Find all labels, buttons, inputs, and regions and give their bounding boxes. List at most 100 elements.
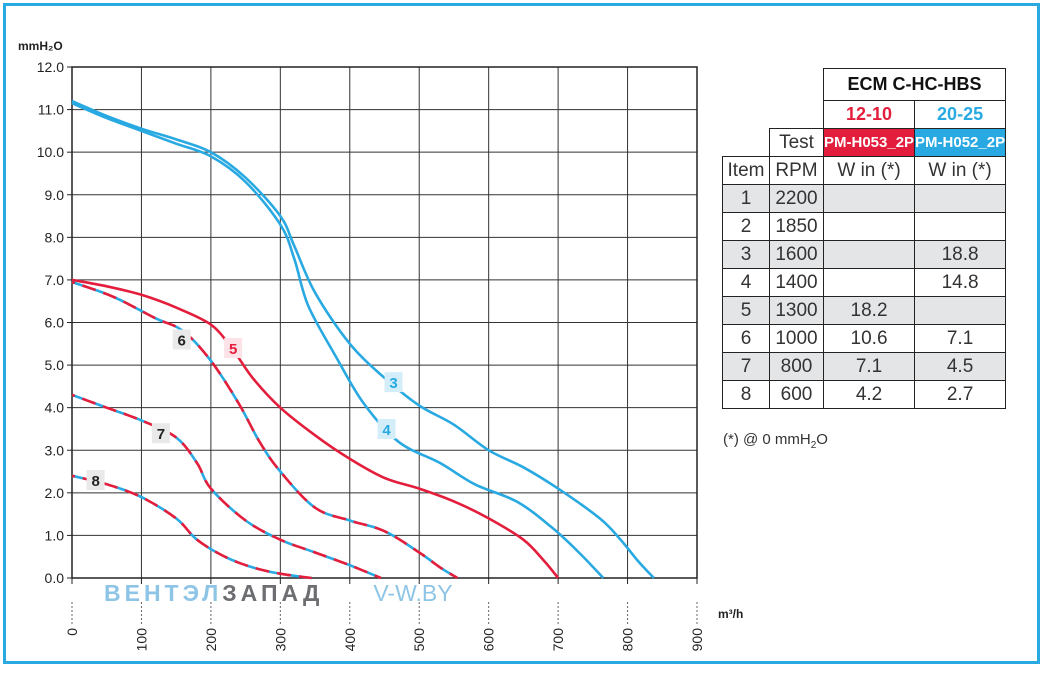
cell-w-red: 4.2	[822, 380, 916, 409]
table-brand: ECM C-HC-HBS	[822, 68, 1007, 101]
y-tick-label: 0.0	[45, 570, 65, 586]
cell-item: 3	[722, 240, 770, 269]
curve-7	[71, 393, 382, 580]
y-tick-label: 12.0	[37, 59, 64, 75]
performance-table: ECM C-HC-HBS 12-10 20-25 Test PM-H053_2P…	[722, 68, 1007, 409]
table-row: ECM C-HC-HBS	[723, 68, 1007, 101]
size-red: 12-10	[822, 100, 916, 129]
cell-rpm: 800	[769, 352, 824, 381]
y-tick-label: 5.0	[45, 357, 65, 373]
cell-w-red	[822, 268, 916, 297]
curve-label-bg	[384, 372, 403, 393]
model-red: PM-H053_2P	[822, 128, 916, 157]
curve-7-alt	[71, 393, 382, 580]
cell-rpm: 600	[769, 380, 824, 409]
x-axis-label: m³/h	[718, 607, 743, 621]
curve-label-6: 6	[178, 333, 186, 350]
curve-6-alt	[71, 280, 459, 580]
x-tick-label: 200	[203, 628, 219, 652]
table-row: 1 2200	[722, 184, 1007, 213]
curve-label-bg	[224, 338, 243, 359]
table-row: 5 1300 18.2	[722, 296, 1007, 325]
cell-item: 8	[722, 380, 770, 409]
x-tick-label: 700	[550, 628, 566, 652]
cell-w-red	[822, 240, 916, 269]
table-row: Test PM-H053_2P PM-H052_2P	[723, 128, 1007, 157]
footnote-prefix: (*) @ 0 mmH	[723, 431, 811, 448]
y-axis-label: mmH₂O	[18, 39, 63, 53]
y-tick-label: 11.0	[38, 102, 64, 118]
watermark: ВЕНТЭЛЗАПАД V-W.BY	[104, 580, 453, 607]
model-blue: PM-H052_2P	[914, 128, 1007, 157]
table-row: 6 1000 10.6 7.1	[722, 324, 1007, 353]
table-footnote: (*) @ 0 mmH2O	[723, 431, 828, 451]
y-tick-label: 7.0	[45, 272, 65, 288]
cell-w-red: 10.6	[822, 324, 916, 353]
cell-w-blue: 4.5	[914, 352, 1007, 381]
curve-label-bg	[86, 470, 105, 491]
cell-w-blue: 14.8	[914, 268, 1007, 297]
cell-w-red	[822, 184, 916, 213]
size-blue: 20-25	[914, 100, 1007, 129]
cell-item: 2	[722, 212, 770, 241]
x-tick-label: 900	[689, 628, 705, 652]
x-tick-label: 500	[411, 628, 427, 652]
cell-rpm: 2200	[769, 184, 824, 213]
curve-label-3: 3	[389, 375, 397, 392]
cell-rpm: 1850	[769, 212, 824, 241]
x-tick-label: 300	[272, 628, 288, 652]
header-w-red: W in (*)	[822, 156, 916, 185]
curve-6	[71, 280, 459, 580]
header-w-blue: W in (*)	[914, 156, 1007, 185]
curve-label-5: 5	[229, 341, 237, 358]
header-rpm: RPM	[769, 156, 824, 185]
cell-item: 5	[722, 296, 770, 325]
y-tick-label: 1.0	[45, 527, 65, 543]
cell-w-blue: 7.1	[914, 324, 1007, 353]
y-tick-label: 9.0	[45, 187, 65, 203]
curve-8-alt	[71, 474, 312, 580]
curve-label-8: 8	[91, 473, 99, 490]
curve-5	[71, 278, 560, 579]
cell-w-red: 18.2	[822, 296, 916, 325]
cell-rpm: 1400	[769, 268, 824, 297]
table-row: 2 1850	[722, 212, 1007, 241]
test-label: Test	[769, 128, 824, 157]
cell-item: 6	[722, 324, 770, 353]
cell-item: 4	[722, 268, 770, 297]
watermark-part3: V-W.BY	[373, 580, 453, 606]
cell-item: 1	[722, 184, 770, 213]
x-tick-label: 0	[64, 628, 80, 636]
curve-4	[71, 102, 605, 579]
curve-8	[71, 474, 312, 580]
y-tick-label: 3.0	[45, 442, 65, 458]
x-tick-label: 100	[133, 628, 149, 652]
y-tick-label: 2.0	[45, 485, 65, 501]
y-tick-label: 8.0	[45, 229, 65, 245]
cell-w-red: 7.1	[822, 352, 916, 381]
curve-label-7: 7	[157, 426, 165, 443]
cell-rpm: 1300	[769, 296, 824, 325]
curve-3	[71, 99, 655, 579]
curve-label-bg	[377, 418, 396, 439]
header-item: Item	[722, 156, 770, 185]
table-row: 7 800 7.1 4.5	[722, 352, 1007, 381]
x-tick-label: 400	[342, 628, 358, 652]
table-row: 12-10 20-25	[723, 100, 1007, 129]
watermark-part2: ЗАПАД	[222, 580, 324, 606]
curve-label-4: 4	[382, 422, 391, 439]
cell-w-blue	[914, 184, 1007, 213]
curve-label-bg	[172, 329, 191, 350]
table-header-row: Item RPM W in (*) W in (*)	[722, 156, 1007, 185]
x-tick-label: 800	[620, 628, 636, 652]
cell-w-blue	[914, 212, 1007, 241]
y-tick-label: 4.0	[45, 400, 65, 416]
watermark-part1: ВЕНТЭЛ	[104, 580, 223, 606]
y-tick-label: 10.0	[37, 144, 64, 160]
cell-item: 7	[722, 352, 770, 381]
cell-w-blue	[914, 296, 1007, 325]
cell-w-blue: 18.8	[914, 240, 1007, 269]
table-row: 3 1600 18.8	[722, 240, 1007, 269]
cell-w-red	[822, 212, 916, 241]
